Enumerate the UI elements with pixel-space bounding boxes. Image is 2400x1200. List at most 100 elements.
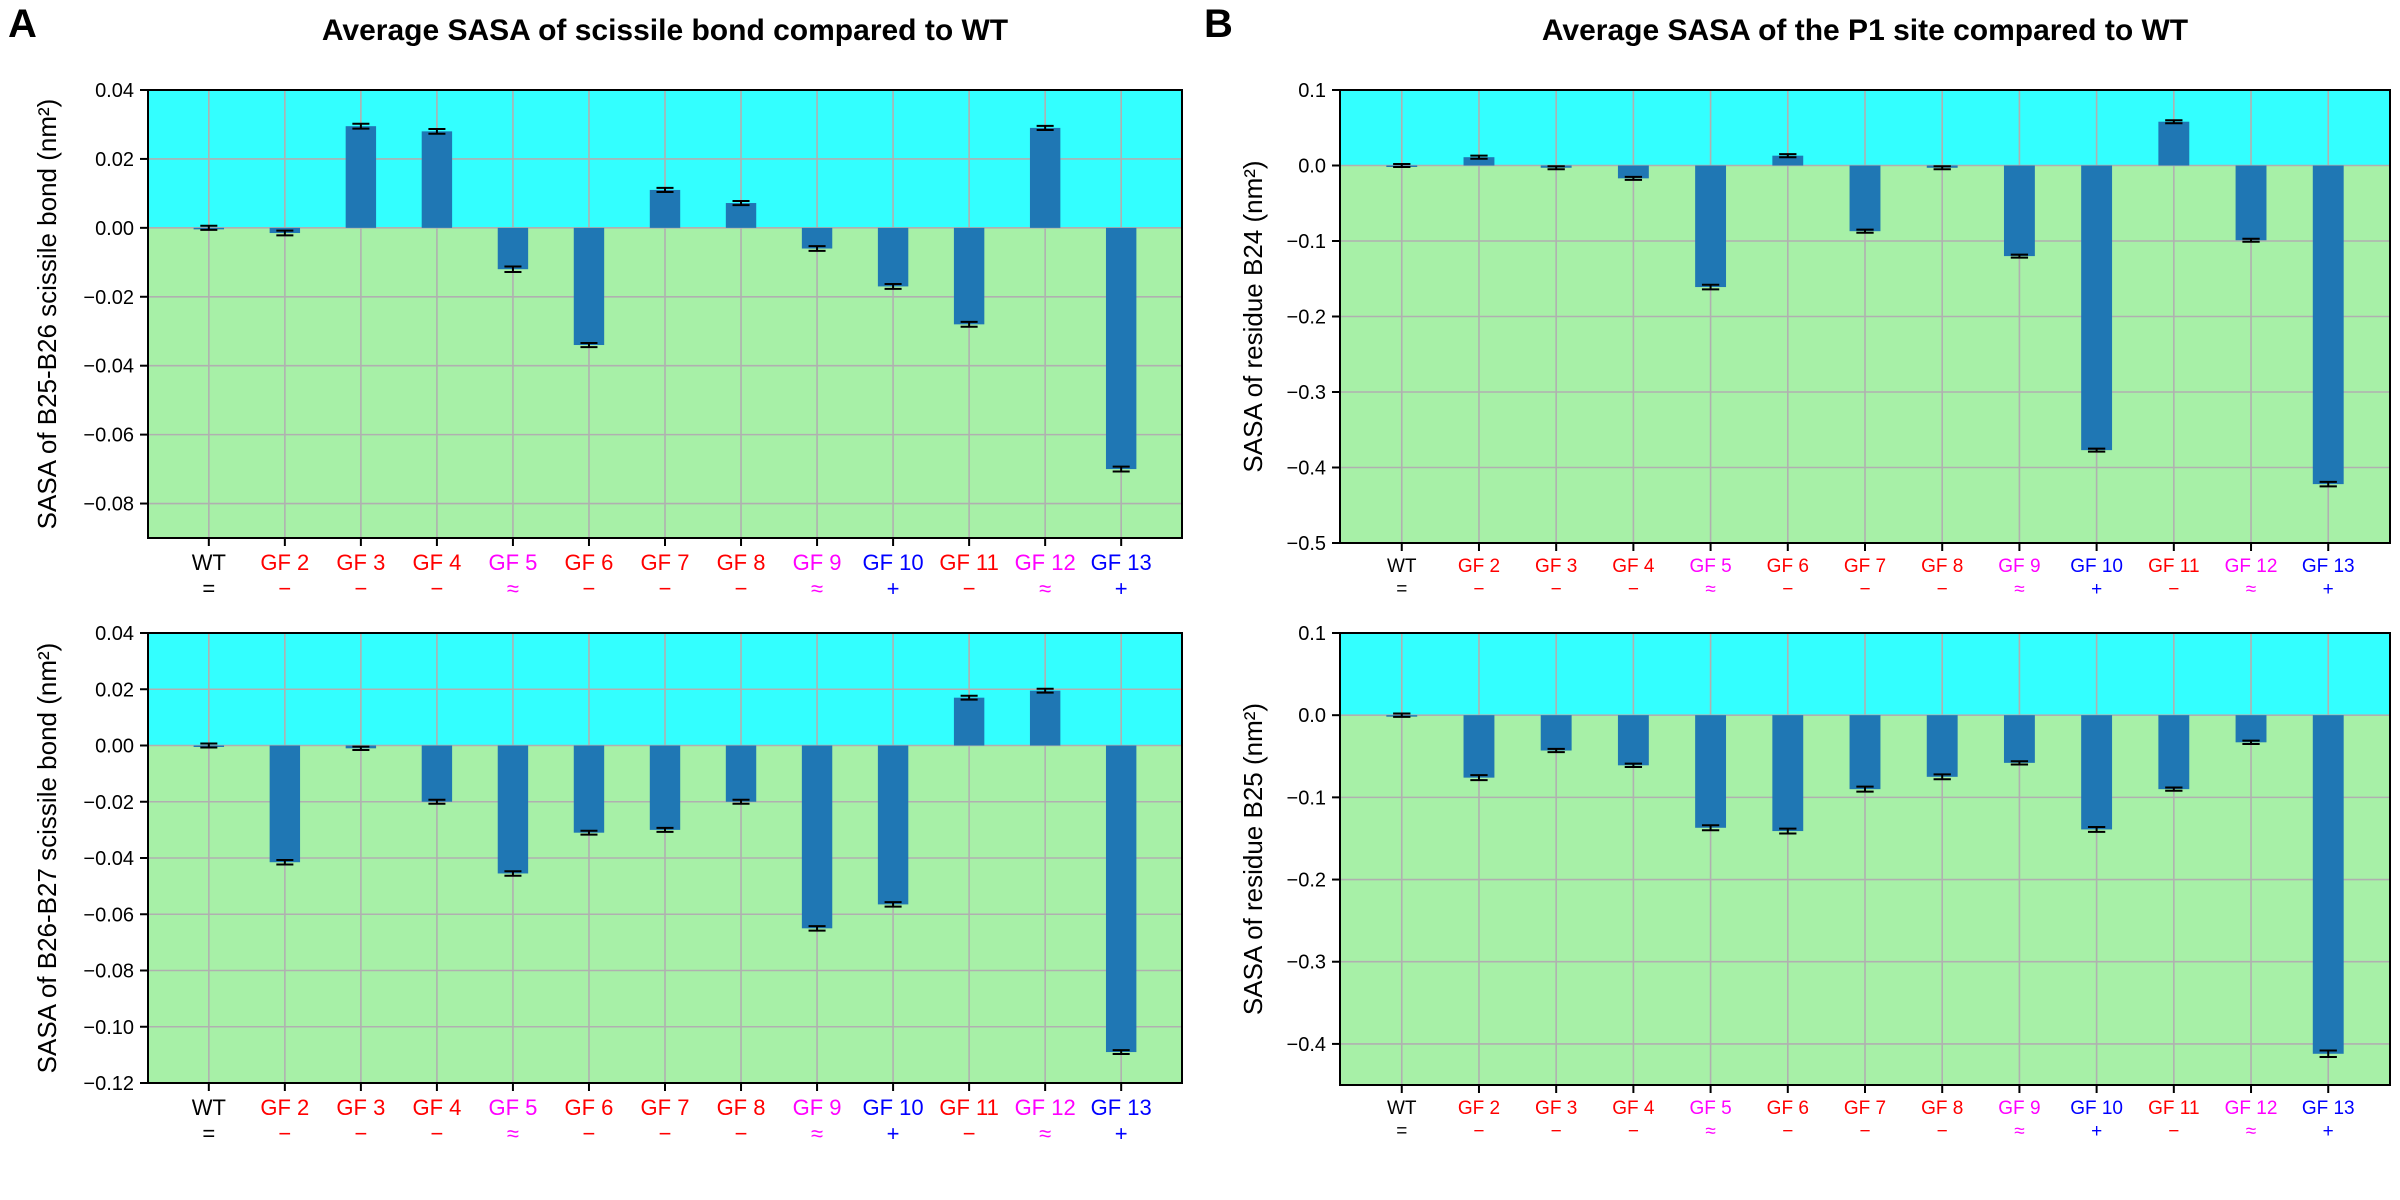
bar-gf-12	[1029, 127, 1061, 228]
x-tick-label: WT	[192, 550, 226, 575]
bar-gf-10	[877, 227, 909, 287]
y-tick-label: 0.02	[95, 149, 134, 171]
x-tick-symbol: ≈	[1705, 579, 1715, 600]
x-tick-symbol: ≈	[2014, 579, 2024, 600]
y-axis-label: SASA of residue B24 (nm²)	[1238, 160, 1268, 472]
bar-gf-12	[1029, 690, 1061, 746]
x-tick-label: WT	[1387, 1098, 1417, 1119]
x-tick-label: GF 9	[793, 550, 842, 575]
x-tick-symbol: +	[2323, 1121, 2334, 1142]
x-tick-symbol: −	[583, 1121, 596, 1146]
x-tick-symbol: −	[354, 576, 367, 601]
bar-gf-10	[2081, 165, 2113, 451]
x-tick-label: GF 8	[717, 1095, 766, 1120]
x-tick-symbol: −	[963, 1121, 976, 1146]
x-tick-label: GF 4	[1612, 1098, 1655, 1119]
x-tick-symbol: =	[1396, 1121, 1407, 1142]
x-tick-symbol: −	[430, 1121, 443, 1146]
x-tick-label: GF 3	[1535, 556, 1577, 577]
bar-gf-4	[421, 745, 453, 802]
chart-3: −0.5−0.4−0.3−0.2−0.10.00.1WT=GF 2−GF 3−G…	[1238, 80, 2391, 600]
x-tick-symbol: −	[1782, 1121, 1793, 1142]
x-tick-label: GF 11	[2148, 556, 2199, 577]
bar-gf-4	[1617, 715, 1649, 766]
x-tick-label: GF 2	[1458, 556, 1500, 577]
x-tick-symbol: ≈	[1705, 1121, 1715, 1142]
bar-gf-3	[1540, 715, 1572, 751]
x-tick-label: GF 3	[336, 1095, 385, 1120]
bar-gf-9	[2003, 715, 2035, 763]
x-tick-label: GF 6	[1767, 1098, 1809, 1119]
x-tick-symbol: −	[2168, 579, 2179, 600]
y-tick-label: −0.4	[1287, 1034, 1326, 1056]
x-tick-label: GF 13	[2302, 556, 2355, 577]
bar-gf-7	[1849, 165, 1881, 232]
panel-letter-b: B	[1204, 2, 1233, 46]
chart-2: −0.12 −0.10 −0.08 −0.06 −0.04 −0.02 0.00 0.02 0.…	[32, 623, 1183, 1146]
bar-gf-4	[421, 131, 453, 228]
bar-gf-11	[953, 227, 985, 325]
x-tick-symbol: −	[1628, 1121, 1639, 1142]
y-tick-label: 0.00	[95, 218, 134, 240]
x-tick-label: GF 3	[1535, 1098, 1577, 1119]
x-tick-symbol: −	[278, 1121, 291, 1146]
bar-gf-11	[953, 697, 985, 746]
bar-gf-13	[1105, 227, 1137, 470]
x-tick-label: GF 5	[488, 1095, 537, 1120]
x-tick-symbol: −	[1551, 1121, 1562, 1142]
x-tick-symbol: −	[963, 576, 976, 601]
x-tick-label: GF 3	[336, 550, 385, 575]
x-tick-symbol: −	[735, 1121, 748, 1146]
x-tick-symbol: ≈	[811, 576, 823, 601]
x-tick-label: GF 12	[1015, 550, 1076, 575]
x-tick-label: GF 8	[1921, 1098, 1963, 1119]
x-tick-symbol: +	[1115, 576, 1128, 601]
x-tick-label: GF 7	[1844, 556, 1886, 577]
x-tick-label: GF 13	[1091, 1095, 1152, 1120]
x-tick-label: GF 2	[260, 1095, 309, 1120]
y-tick-label: −0.10	[83, 1017, 134, 1039]
y-tick-label: −0.06	[83, 904, 134, 926]
y-axis-label: SASA of B26-B27 scissile bond (nm²)	[32, 643, 62, 1074]
bar-gf-8	[725, 203, 757, 228]
y-tick-label: 0.04	[95, 80, 134, 102]
x-tick-label: GF 7	[1844, 1098, 1886, 1119]
bar-gf-3	[345, 126, 377, 228]
x-tick-symbol: ≈	[2014, 1121, 2024, 1142]
bar-gf-7	[649, 189, 681, 228]
bar-gf-7	[649, 745, 681, 830]
bar-gf-5	[1695, 165, 1727, 288]
y-tick-label: 0.1	[1298, 623, 1326, 645]
x-tick-symbol: =	[1396, 579, 1407, 600]
x-tick-symbol: +	[2323, 579, 2334, 600]
x-tick-label: GF 12	[2225, 556, 2278, 577]
x-tick-symbol: −	[659, 576, 672, 601]
panel-letter-a: A	[8, 2, 37, 46]
x-tick-symbol: =	[202, 576, 215, 601]
y-axis-label: SASA of B25-B26 scissile bond (nm²)	[32, 99, 62, 530]
x-tick-symbol: −	[1937, 579, 1948, 600]
x-tick-label: GF 4	[412, 550, 461, 575]
bar-gf-5	[497, 745, 529, 874]
x-tick-symbol: =	[202, 1121, 215, 1146]
y-tick-label: −0.04	[83, 848, 134, 870]
bar-gf-6	[1772, 155, 1804, 166]
bar-gf-9	[801, 745, 833, 929]
bar-gf-12	[2235, 715, 2267, 743]
y-tick-label: −0.2	[1287, 307, 1326, 329]
bar-gf-13	[2312, 165, 2344, 485]
x-tick-symbol: −	[2168, 1121, 2179, 1142]
y-tick-label: −0.02	[83, 792, 134, 814]
x-tick-label: GF 13	[2302, 1098, 2355, 1119]
x-tick-symbol: +	[2091, 579, 2102, 600]
bar-gf-6	[573, 227, 605, 346]
x-tick-symbol: ≈	[811, 1121, 823, 1146]
x-tick-label: GF 7	[641, 550, 690, 575]
x-tick-symbol: −	[278, 576, 291, 601]
bar-gf-13	[2312, 715, 2344, 1054]
x-tick-symbol: −	[1782, 579, 1793, 600]
bar-gf-9	[2003, 165, 2035, 257]
bar-gf-2	[1463, 715, 1495, 778]
